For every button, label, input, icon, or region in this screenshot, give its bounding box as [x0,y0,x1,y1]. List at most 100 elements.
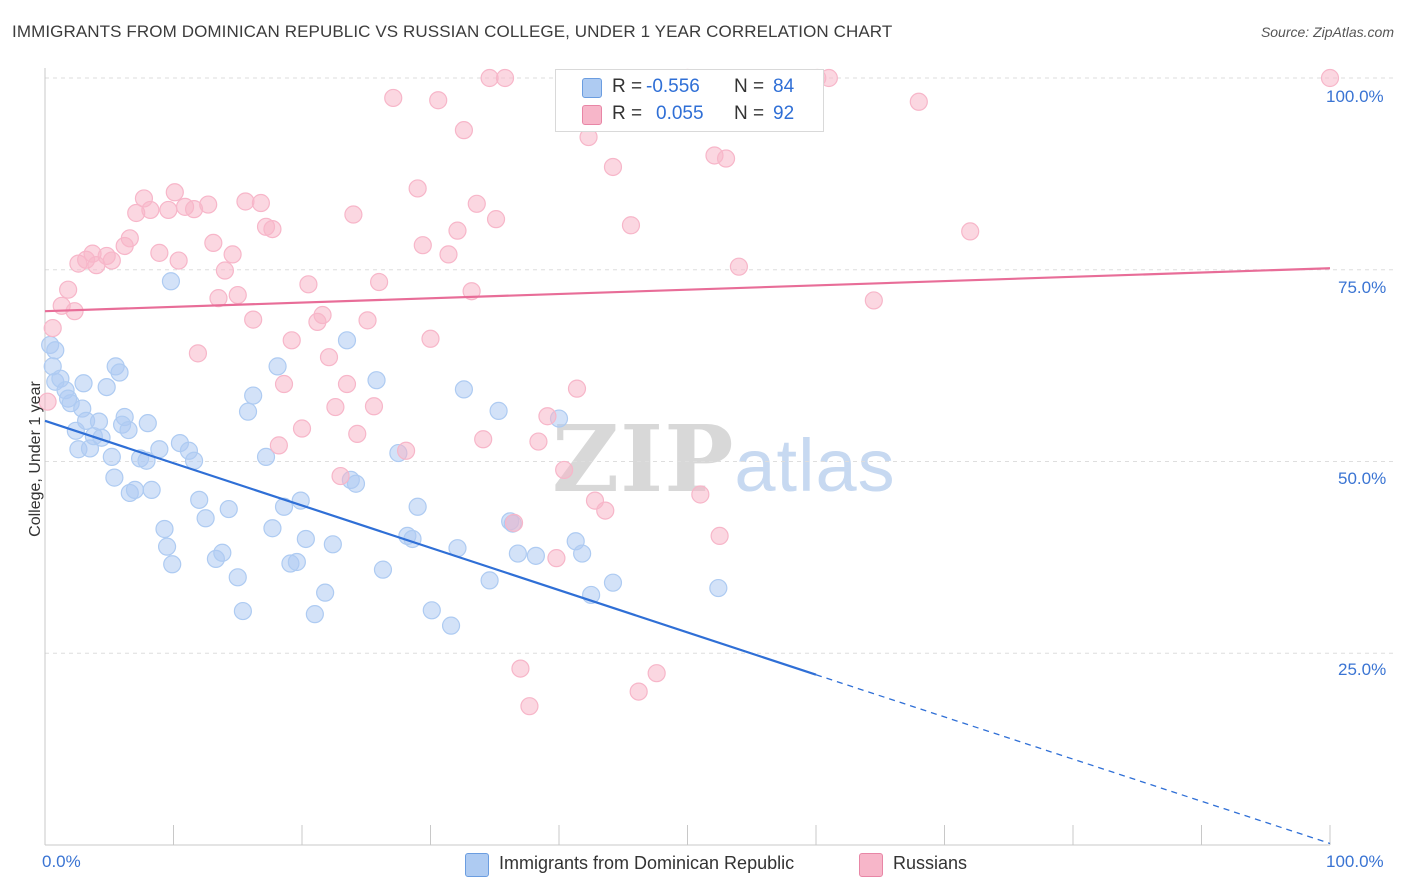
point-russian [169,251,188,270]
correlation-legend: R = -0.556 N = 84 R = 0.055 N = 92 [555,69,824,132]
point-russian [215,261,234,280]
point-dominican [526,546,545,565]
point-russian [439,245,458,264]
point-russian [358,311,377,330]
point-dominican [346,474,366,493]
point-dominican [373,560,393,579]
point-russian [467,194,486,213]
point-dominican [97,378,116,397]
point-russian [43,318,62,338]
point-russian [864,291,883,310]
point-dominican [125,480,145,499]
y-tick-label-100: 100.0% [1326,87,1384,106]
point-dominican [155,519,174,539]
point-dominican [408,497,427,516]
point-russian [547,549,566,568]
point-russian [413,236,432,255]
point-russian [204,233,223,253]
bottom-legend-swatch-dominican [465,853,489,877]
point-russian [384,88,403,108]
point-russian [188,344,208,363]
point-russian [282,331,301,350]
point-dominican [119,420,138,440]
point-dominican [316,583,335,602]
point-russian [344,205,363,224]
point-russian [313,305,332,325]
legend-r-value: 0.055 [656,103,704,124]
point-russian [408,179,427,198]
point-russian [480,68,499,88]
point-russian [621,216,641,235]
legend-r-value: -0.556 [646,76,700,97]
point-russian [729,257,749,276]
point-dominican [573,544,592,563]
point-russian [326,397,345,417]
point-russian [364,397,384,416]
point-russian [141,200,160,220]
point-russian [629,682,648,701]
point-russian [504,513,524,532]
point-dominican [163,555,182,574]
point-russian [331,466,350,486]
point-russian [961,222,980,241]
point-dominican [709,578,728,598]
point-russian [348,424,367,443]
point-russian [159,200,178,220]
point-dominican [337,331,357,350]
y-tick-label-50: 50.0% [1338,469,1387,488]
point-dominican [196,509,215,528]
point-russian [209,289,228,308]
point-russian [710,526,729,545]
legend-r-label: R = [612,103,643,124]
point-dominican [367,371,386,390]
point-dominican [480,571,499,590]
trendline-russians [44,267,1331,313]
point-dominican [102,447,121,466]
point-dominican [274,497,294,516]
point-russian [59,280,78,299]
chart-title: IMMIGRANTS FROM DOMINICAN REPUBLIC VS RU… [12,22,893,41]
point-russian [292,419,312,438]
point-russian [454,121,474,140]
point-dominican [256,447,276,466]
point-russian [716,149,736,168]
point-russian [199,195,218,214]
trendline-dominican-extension [815,674,1331,845]
point-dominican [142,480,161,499]
point-dominican [213,543,232,562]
point-dominican [184,451,204,470]
point-russian [228,285,247,305]
legend-n-label: N = [734,76,765,97]
point-russian [102,251,121,270]
point-dominican [105,468,124,487]
point-dominican [228,568,247,587]
point-russian [150,243,169,262]
point-russian [236,192,255,211]
y-tick-label-75: 75.0% [1338,278,1387,297]
point-russian [603,157,623,177]
point-russian [251,193,270,213]
point-russian [529,432,548,451]
source-credit: Source: ZipAtlas.com [1260,24,1394,40]
point-russian [223,245,242,264]
point-dominican [46,341,65,360]
point-dominican [323,535,342,554]
point-dominican [89,412,109,431]
point-russian [269,436,288,455]
bottom-legend-swatch-russians [859,853,883,877]
point-russian [299,275,318,294]
point-russian [486,210,506,229]
point-dominican [508,544,527,563]
legend-swatch-russians [582,105,602,125]
point-russian [474,430,493,449]
bottom-legend-label-russians: Russians [893,853,968,873]
point-dominican [161,272,181,291]
point-dominican [422,601,441,620]
point-russian [538,407,557,426]
point-dominican [244,386,263,405]
x-tick-label-min: 0.0% [42,852,81,871]
point-dominican [287,552,306,572]
point-dominican [110,363,129,382]
legend-swatch-dominican [582,78,602,98]
